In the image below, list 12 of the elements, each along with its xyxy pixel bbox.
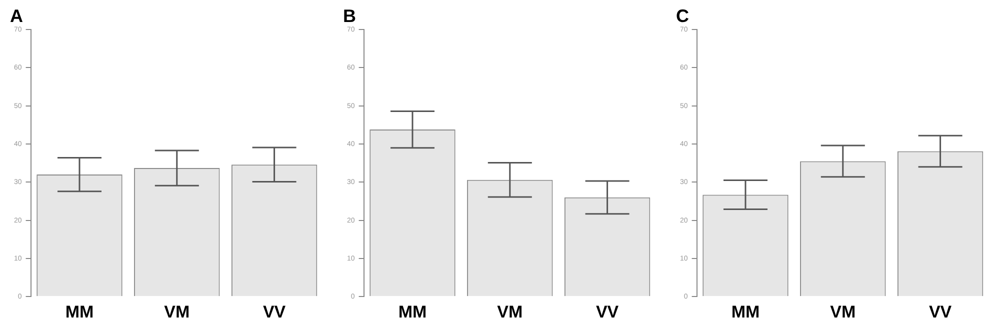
x-tick-label: VV xyxy=(262,302,286,322)
chart-title: A xyxy=(10,6,23,26)
x-tick-label: VV xyxy=(596,302,620,322)
chart-title: C xyxy=(676,6,689,26)
x-tick-label: MM xyxy=(731,302,760,322)
x-tick-label: VM xyxy=(830,302,856,322)
x-tick-label: VM xyxy=(497,302,523,322)
x-tick-label: MM xyxy=(65,302,94,322)
x-tick-label: VV xyxy=(928,302,952,322)
chart-title: B xyxy=(343,6,356,26)
x-tick-label: VM xyxy=(164,302,190,322)
x-tick-label: MM xyxy=(398,302,427,322)
